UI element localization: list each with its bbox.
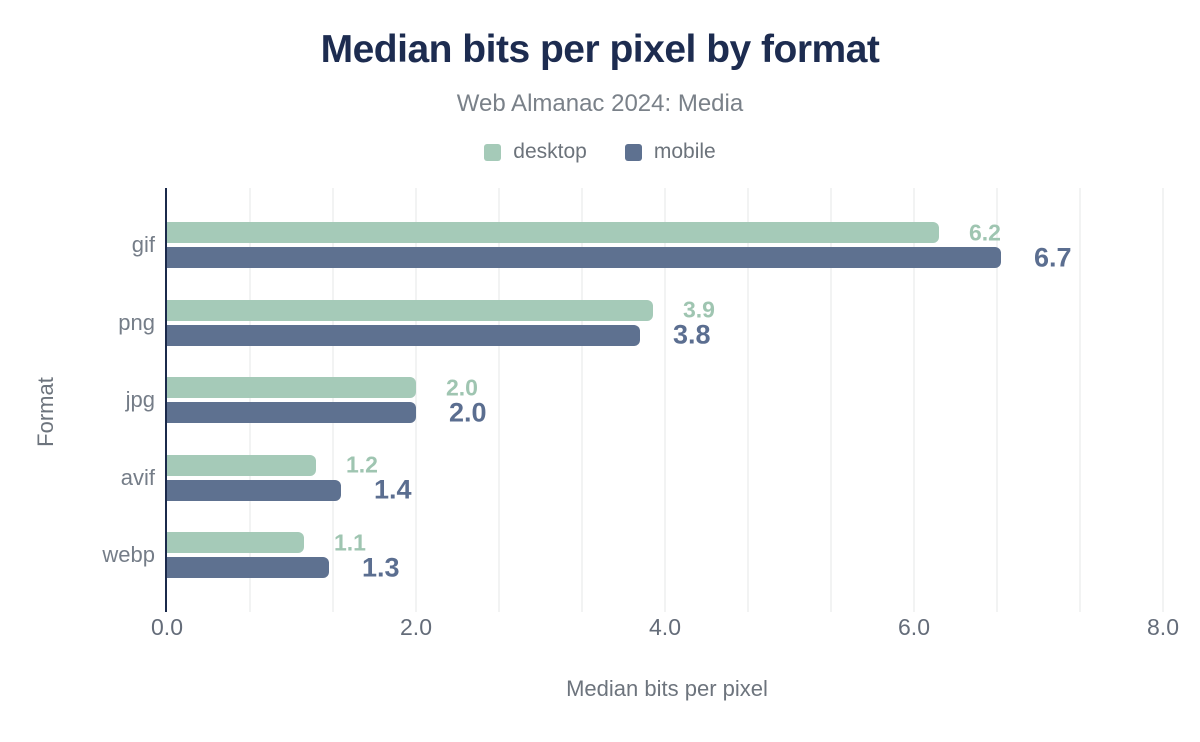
y-axis-title: Format bbox=[33, 377, 58, 447]
x-tick-label: 2.0 bbox=[400, 614, 432, 640]
gridline bbox=[581, 188, 583, 612]
bar-desktop-webp[interactable] bbox=[167, 532, 304, 553]
x-axis-title: Median bits per pixel bbox=[566, 676, 768, 701]
legend-label: mobile bbox=[653, 140, 716, 163]
bar-desktop-avif[interactable] bbox=[167, 454, 316, 476]
chart-title: Median bits per pixel by format bbox=[320, 28, 880, 71]
x-axis-ticks: 0.0 2.0 4.0 6.0 8.0 bbox=[0, 614, 1200, 644]
gridline bbox=[913, 188, 915, 612]
category-label-png: png bbox=[118, 309, 155, 335]
bar-mobile-avif[interactable] bbox=[167, 479, 341, 501]
gridline bbox=[747, 188, 749, 612]
value-label-desktop-jpg: 2.0 bbox=[446, 374, 478, 400]
legend-item-mobile[interactable]: mobile bbox=[624, 140, 716, 164]
category-label-gif: gif bbox=[131, 232, 155, 257]
chart-subtitle: Web Almanac 2024: Media bbox=[456, 90, 744, 117]
x-tick-label: 0.0 bbox=[151, 614, 183, 640]
plot-area: gif 6.2 6.7 png 3.9 3.8 jpg 2.0 2.0 avif 1.2 1.4 web… bbox=[0, 188, 1200, 612]
value-label-mobile-webp: 1.3 bbox=[362, 552, 400, 582]
gridline bbox=[996, 188, 998, 612]
bar-desktop-gif[interactable] bbox=[167, 222, 939, 243]
bar-desktop-png[interactable] bbox=[167, 299, 653, 321]
value-label-desktop-gif: 6.2 bbox=[969, 219, 1001, 245]
bar-mobile-webp[interactable] bbox=[167, 557, 329, 578]
value-label-mobile-gif: 6.7 bbox=[1034, 242, 1072, 272]
bar-mobile-gif[interactable] bbox=[167, 247, 1001, 268]
legend: desktop mobile bbox=[0, 140, 1200, 164]
category-label-avif: avif bbox=[120, 464, 155, 490]
legend-swatch-mobile bbox=[624, 143, 642, 161]
bar-mobile-jpg[interactable] bbox=[167, 402, 416, 423]
value-label-desktop-webp: 1.1 bbox=[334, 529, 366, 555]
value-label-mobile-png: 3.8 bbox=[673, 319, 711, 350]
value-label-desktop-avif: 1.2 bbox=[346, 451, 378, 478]
bar-desktop-jpg[interactable] bbox=[167, 377, 416, 398]
category-label-webp: webp bbox=[102, 542, 155, 567]
legend-swatch-desktop bbox=[484, 143, 502, 161]
gridline bbox=[249, 188, 251, 612]
gridline bbox=[664, 188, 666, 612]
category-label-jpg: jpg bbox=[125, 387, 155, 412]
gridline bbox=[498, 188, 500, 612]
x-tick-label: 6.0 bbox=[898, 614, 930, 640]
legend-item-desktop[interactable]: desktop bbox=[484, 140, 587, 164]
value-label-desktop-png: 3.9 bbox=[683, 296, 715, 323]
value-label-mobile-avif: 1.4 bbox=[374, 474, 412, 505]
x-tick-label: 4.0 bbox=[649, 614, 681, 640]
y-axis-line bbox=[165, 188, 167, 612]
gridline bbox=[332, 188, 334, 612]
legend-label: desktop bbox=[513, 140, 587, 163]
x-tick-label: 8.0 bbox=[1147, 614, 1179, 640]
bar-mobile-png[interactable] bbox=[167, 324, 640, 346]
gridline bbox=[415, 188, 417, 612]
gridline bbox=[830, 188, 832, 612]
gridline bbox=[1079, 188, 1081, 612]
gridline bbox=[1162, 188, 1164, 612]
value-label-mobile-jpg: 2.0 bbox=[449, 397, 487, 427]
